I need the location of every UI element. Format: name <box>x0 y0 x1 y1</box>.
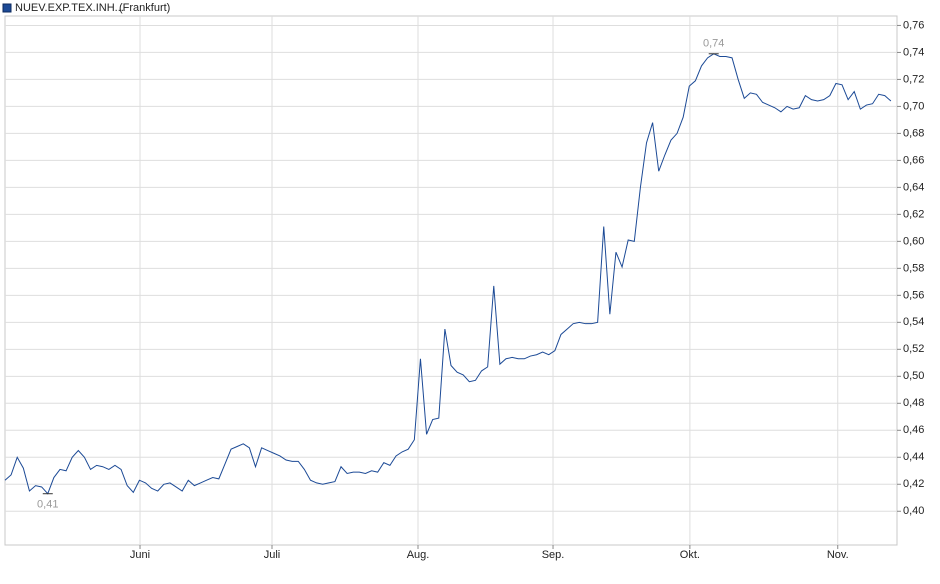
y-tick-label: 0,50 <box>903 370 924 382</box>
low-label: 0,41 <box>37 499 58 511</box>
y-tick-label: 0,62 <box>903 208 924 220</box>
y-tick-label: 0,72 <box>903 73 924 85</box>
x-tick-label: Sep. <box>542 549 565 561</box>
y-tick-label: 0,46 <box>903 424 924 436</box>
x-tick-label: Nov. <box>827 549 849 561</box>
y-tick-label: 0,40 <box>903 505 924 517</box>
y-tick-label: 0,74 <box>903 46 924 58</box>
y-tick-label: 0,42 <box>903 478 924 490</box>
legend-label: NUEV.EXP.TEX.INH... <box>15 2 124 14</box>
y-tick-label: 0,68 <box>903 127 924 139</box>
x-tick-label: Juli <box>264 549 281 561</box>
y-tick-label: 0,56 <box>903 289 924 301</box>
y-tick-label: 0,54 <box>903 316 924 328</box>
plot-area <box>4 15 898 546</box>
high-label: 0,74 <box>703 38 724 50</box>
y-tick-label: 0,70 <box>903 100 924 112</box>
y-tick-label: 0,66 <box>903 154 924 166</box>
y-tick-label: 0,64 <box>903 181 924 193</box>
legend-swatch <box>2 3 12 13</box>
y-tick-label: 0,58 <box>903 262 924 274</box>
y-tick-label: 0,60 <box>903 235 924 247</box>
y-tick-label: 0,48 <box>903 397 924 409</box>
y-tick-label: 0,44 <box>903 451 924 463</box>
exchange-label: (Frankfurt) <box>119 2 170 14</box>
x-tick-label: Juni <box>130 549 150 561</box>
x-tick-label: Okt. <box>680 549 700 561</box>
x-tick-label: Aug. <box>407 549 430 561</box>
price-line <box>4 53 892 495</box>
y-tick-label: 0,52 <box>903 343 924 355</box>
y-tick-label: 0,76 <box>903 19 924 31</box>
